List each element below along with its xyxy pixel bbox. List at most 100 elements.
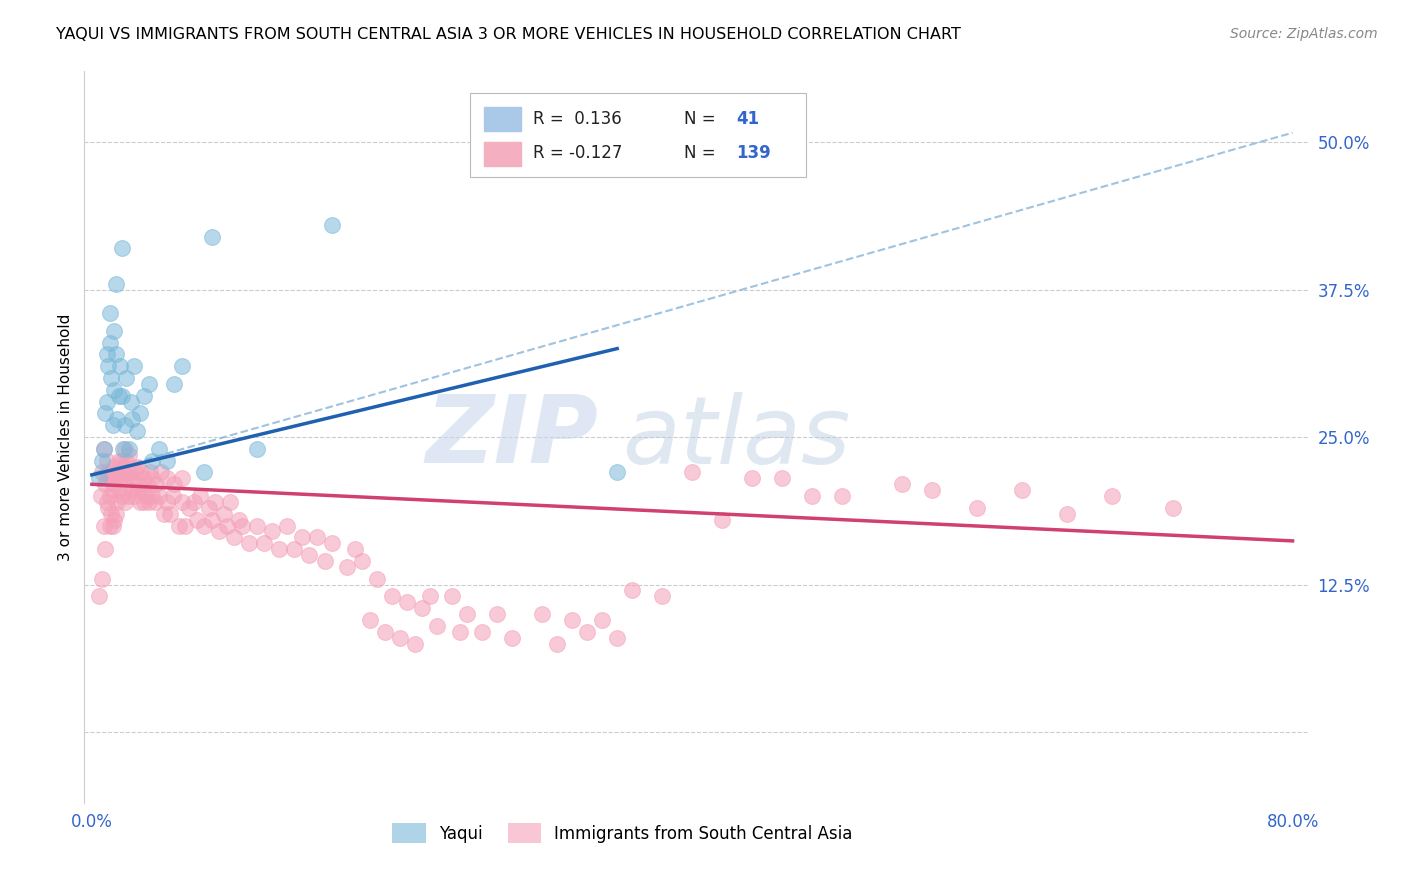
Point	[186, 513, 208, 527]
Point	[101, 418, 124, 433]
Point	[163, 477, 186, 491]
Point	[212, 507, 235, 521]
Point	[97, 500, 120, 515]
Point	[96, 453, 118, 467]
Point	[108, 483, 131, 498]
FancyBboxPatch shape	[470, 94, 806, 178]
Point	[163, 376, 186, 391]
Text: 41: 41	[737, 110, 759, 128]
Bar	[484, 107, 522, 131]
Point	[98, 518, 121, 533]
Point	[373, 624, 395, 639]
Point	[132, 483, 155, 498]
Point	[606, 631, 628, 645]
Point	[343, 542, 366, 557]
Point	[138, 495, 160, 509]
Point	[135, 489, 157, 503]
Point	[100, 371, 122, 385]
Point	[149, 466, 172, 480]
Point	[108, 389, 131, 403]
Point	[246, 442, 269, 456]
Point	[276, 518, 298, 533]
Bar	[484, 143, 522, 167]
Point	[966, 500, 988, 515]
Point	[111, 453, 134, 467]
Point	[770, 471, 793, 485]
Legend: Yaqui, Immigrants from South Central Asia: Yaqui, Immigrants from South Central Asi…	[385, 817, 859, 849]
Point	[1056, 507, 1078, 521]
Point	[651, 590, 673, 604]
Point	[97, 359, 120, 374]
Point	[112, 459, 135, 474]
Point	[139, 466, 162, 480]
Point	[100, 507, 122, 521]
Point	[179, 500, 201, 515]
Point	[115, 453, 138, 467]
Point	[93, 518, 115, 533]
Point	[606, 466, 628, 480]
Point	[321, 536, 343, 550]
Point	[471, 624, 494, 639]
Point	[404, 636, 426, 650]
Point	[91, 453, 114, 467]
Point	[145, 477, 167, 491]
Point	[141, 489, 163, 503]
Point	[162, 489, 184, 503]
Point	[359, 613, 381, 627]
Point	[801, 489, 824, 503]
Point	[104, 507, 127, 521]
Point	[174, 518, 197, 533]
Point	[134, 495, 156, 509]
Point	[105, 466, 128, 480]
Point	[121, 412, 143, 426]
Point	[681, 466, 703, 480]
Point	[156, 495, 179, 509]
Text: YAQUI VS IMMIGRANTS FROM SOUTH CENTRAL ASIA 3 OR MORE VEHICLES IN HOUSEHOLD CORR: YAQUI VS IMMIGRANTS FROM SOUTH CENTRAL A…	[56, 27, 962, 42]
Point	[103, 324, 125, 338]
Point	[246, 518, 269, 533]
Point	[118, 466, 141, 480]
Point	[91, 572, 114, 586]
Point	[419, 590, 441, 604]
Point	[531, 607, 554, 621]
Point	[426, 619, 449, 633]
Point	[114, 418, 136, 433]
Text: 139: 139	[737, 145, 770, 162]
Point	[921, 483, 943, 498]
Text: R =  0.136: R = 0.136	[533, 110, 621, 128]
Point	[456, 607, 478, 621]
Point	[103, 383, 125, 397]
Point	[124, 466, 146, 480]
Point	[253, 536, 276, 550]
Point	[118, 442, 141, 456]
Text: Source: ZipAtlas.com: Source: ZipAtlas.com	[1230, 27, 1378, 41]
Point	[291, 530, 314, 544]
Point	[108, 453, 131, 467]
Point	[546, 636, 568, 650]
Point	[441, 590, 464, 604]
Point	[141, 453, 163, 467]
Point	[156, 453, 179, 467]
Point	[167, 518, 190, 533]
Point	[891, 477, 914, 491]
Point	[125, 459, 148, 474]
Point	[94, 477, 117, 491]
Point	[128, 495, 150, 509]
Point	[122, 359, 145, 374]
Point	[411, 601, 433, 615]
Point	[94, 407, 117, 421]
Point	[94, 542, 117, 557]
Point	[103, 477, 125, 491]
Point	[576, 624, 599, 639]
Point	[125, 424, 148, 438]
Point	[231, 518, 253, 533]
Point	[96, 495, 118, 509]
Point	[305, 530, 328, 544]
Point	[208, 524, 231, 539]
Point	[321, 218, 343, 232]
Text: atlas: atlas	[623, 392, 851, 483]
Point	[136, 477, 159, 491]
Point	[381, 590, 404, 604]
Point	[201, 513, 224, 527]
Point	[98, 306, 121, 320]
